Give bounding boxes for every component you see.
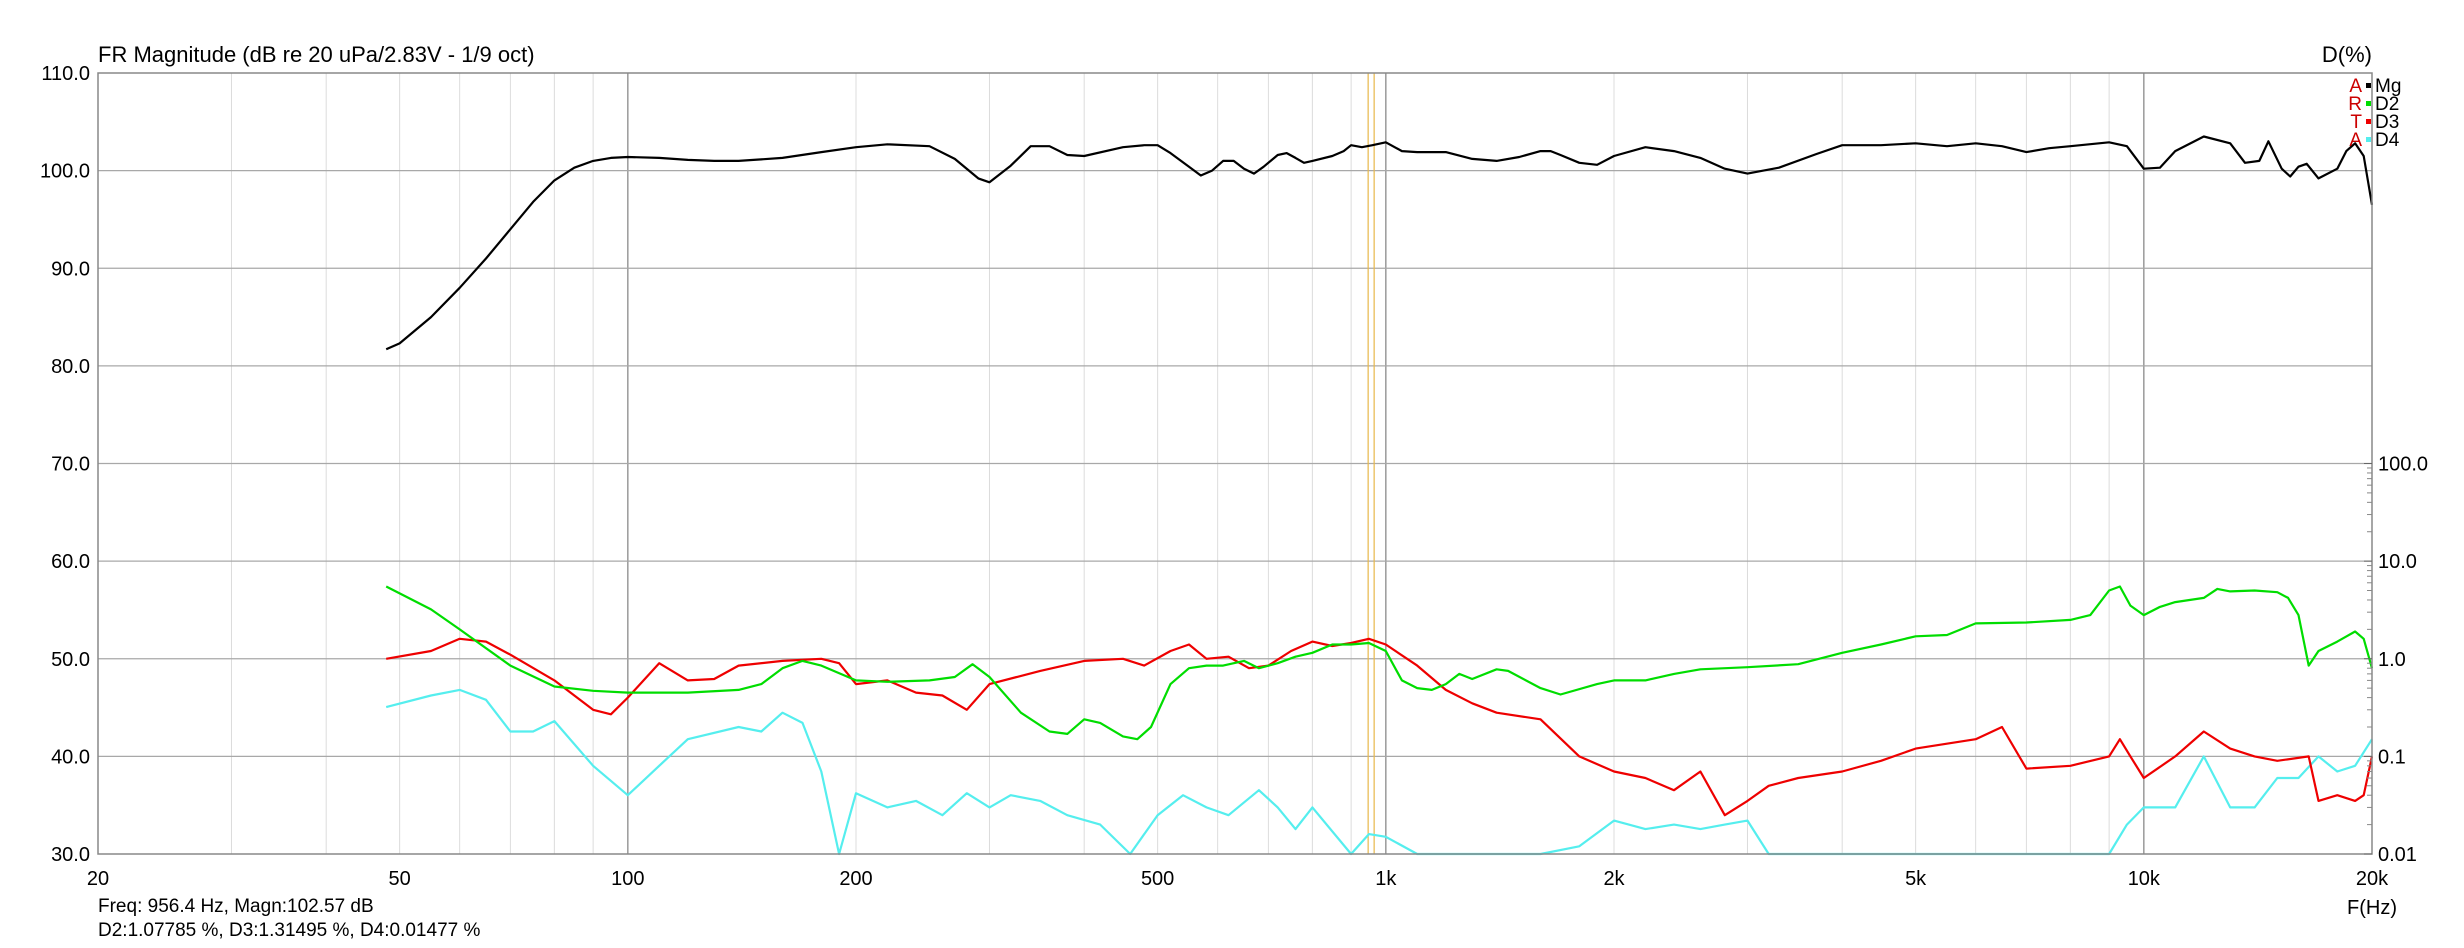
grid-major: [98, 73, 2372, 854]
y-tick-label: 30.0: [51, 844, 90, 866]
x-tick-label: 5k: [1905, 868, 1927, 890]
legend-side-letter: A: [2349, 76, 2362, 97]
legend-swatch-d2: [2366, 101, 2371, 106]
y-right-tick-label: 1.0: [2378, 649, 2406, 671]
x-tick-label: 50: [389, 868, 411, 890]
right-axis-label: D(%): [2322, 42, 2372, 67]
legend-label-d2: D2: [2375, 94, 2399, 115]
y-tick-label: 90.0: [51, 258, 90, 280]
cursor-readout-distortion: D2:1.07785 %, D3:1.31495 %, D4:0.01477 %: [98, 920, 481, 941]
legend-label-d3: D3: [2375, 112, 2399, 133]
x-tick-label: 20: [87, 868, 109, 890]
legend-swatch-mg: [2366, 83, 2371, 88]
x-tick-label: 500: [1141, 868, 1174, 890]
chart-title: FR Magnitude (dB re 20 uPa/2.83V - 1/9 o…: [98, 42, 535, 67]
x-tick-label: 1k: [1375, 868, 1397, 890]
cursor-readout-freq: Freq: 956.4 Hz, Magn:102.57 dB: [98, 896, 374, 917]
x-axis: 20 50 100 200 500 1k 2k 5k 10k 20k: [87, 868, 2389, 890]
x-tick-label: 200: [839, 868, 872, 890]
y-right-tick-label: 100.0: [2378, 454, 2428, 476]
x-tick-label: 20k: [2356, 868, 2389, 890]
legend-label-d4: D4: [2375, 130, 2400, 151]
legend: A Mg R D2 T D3 A D4: [2348, 76, 2401, 151]
y-tick-label: 110.0: [41, 63, 90, 85]
y-tick-label: 40.0: [51, 746, 90, 768]
x-axis-label: F(Hz): [2347, 897, 2397, 919]
y-tick-label: 100.0: [40, 161, 90, 183]
y-axis-left: 30.0 40.0 50.0 60.0 70.0 80.0 90.0 100.0 110.0: [40, 63, 90, 866]
legend-swatch-d4: [2366, 137, 2371, 142]
x-tick-label: 2k: [1603, 868, 1625, 890]
series-layer: [385, 135, 2374, 856]
series-line-d2: [385, 585, 2374, 741]
y-tick-label: 70.0: [51, 454, 90, 476]
y-right-tick-label: 0.1: [2378, 746, 2406, 768]
legend-side-letter: A: [2349, 130, 2362, 151]
x-tick-label: 100: [611, 868, 644, 890]
y-axis-right: 0.01 0.1 1.0 10.0 100.0: [2364, 454, 2428, 866]
y-tick-label: 50.0: [51, 649, 90, 671]
legend-side-letter: R: [2348, 94, 2362, 115]
cursor-layer: [1367, 73, 1375, 854]
y-right-tick-label: 0.01: [2378, 844, 2417, 866]
legend-side-letter: T: [2350, 112, 2362, 133]
y-tick-label: 80.0: [51, 356, 90, 378]
y-tick-label: 60.0: [51, 551, 90, 573]
series-line-d4: [385, 688, 2373, 856]
x-tick-label: 10k: [2128, 868, 2161, 890]
y-right-tick-label: 10.0: [2378, 551, 2417, 573]
legend-label-mg: Mg: [2375, 76, 2401, 97]
legend-swatch-d3: [2366, 119, 2371, 124]
series-line-mg: [385, 135, 2374, 351]
series-line-d3: [386, 637, 2374, 817]
